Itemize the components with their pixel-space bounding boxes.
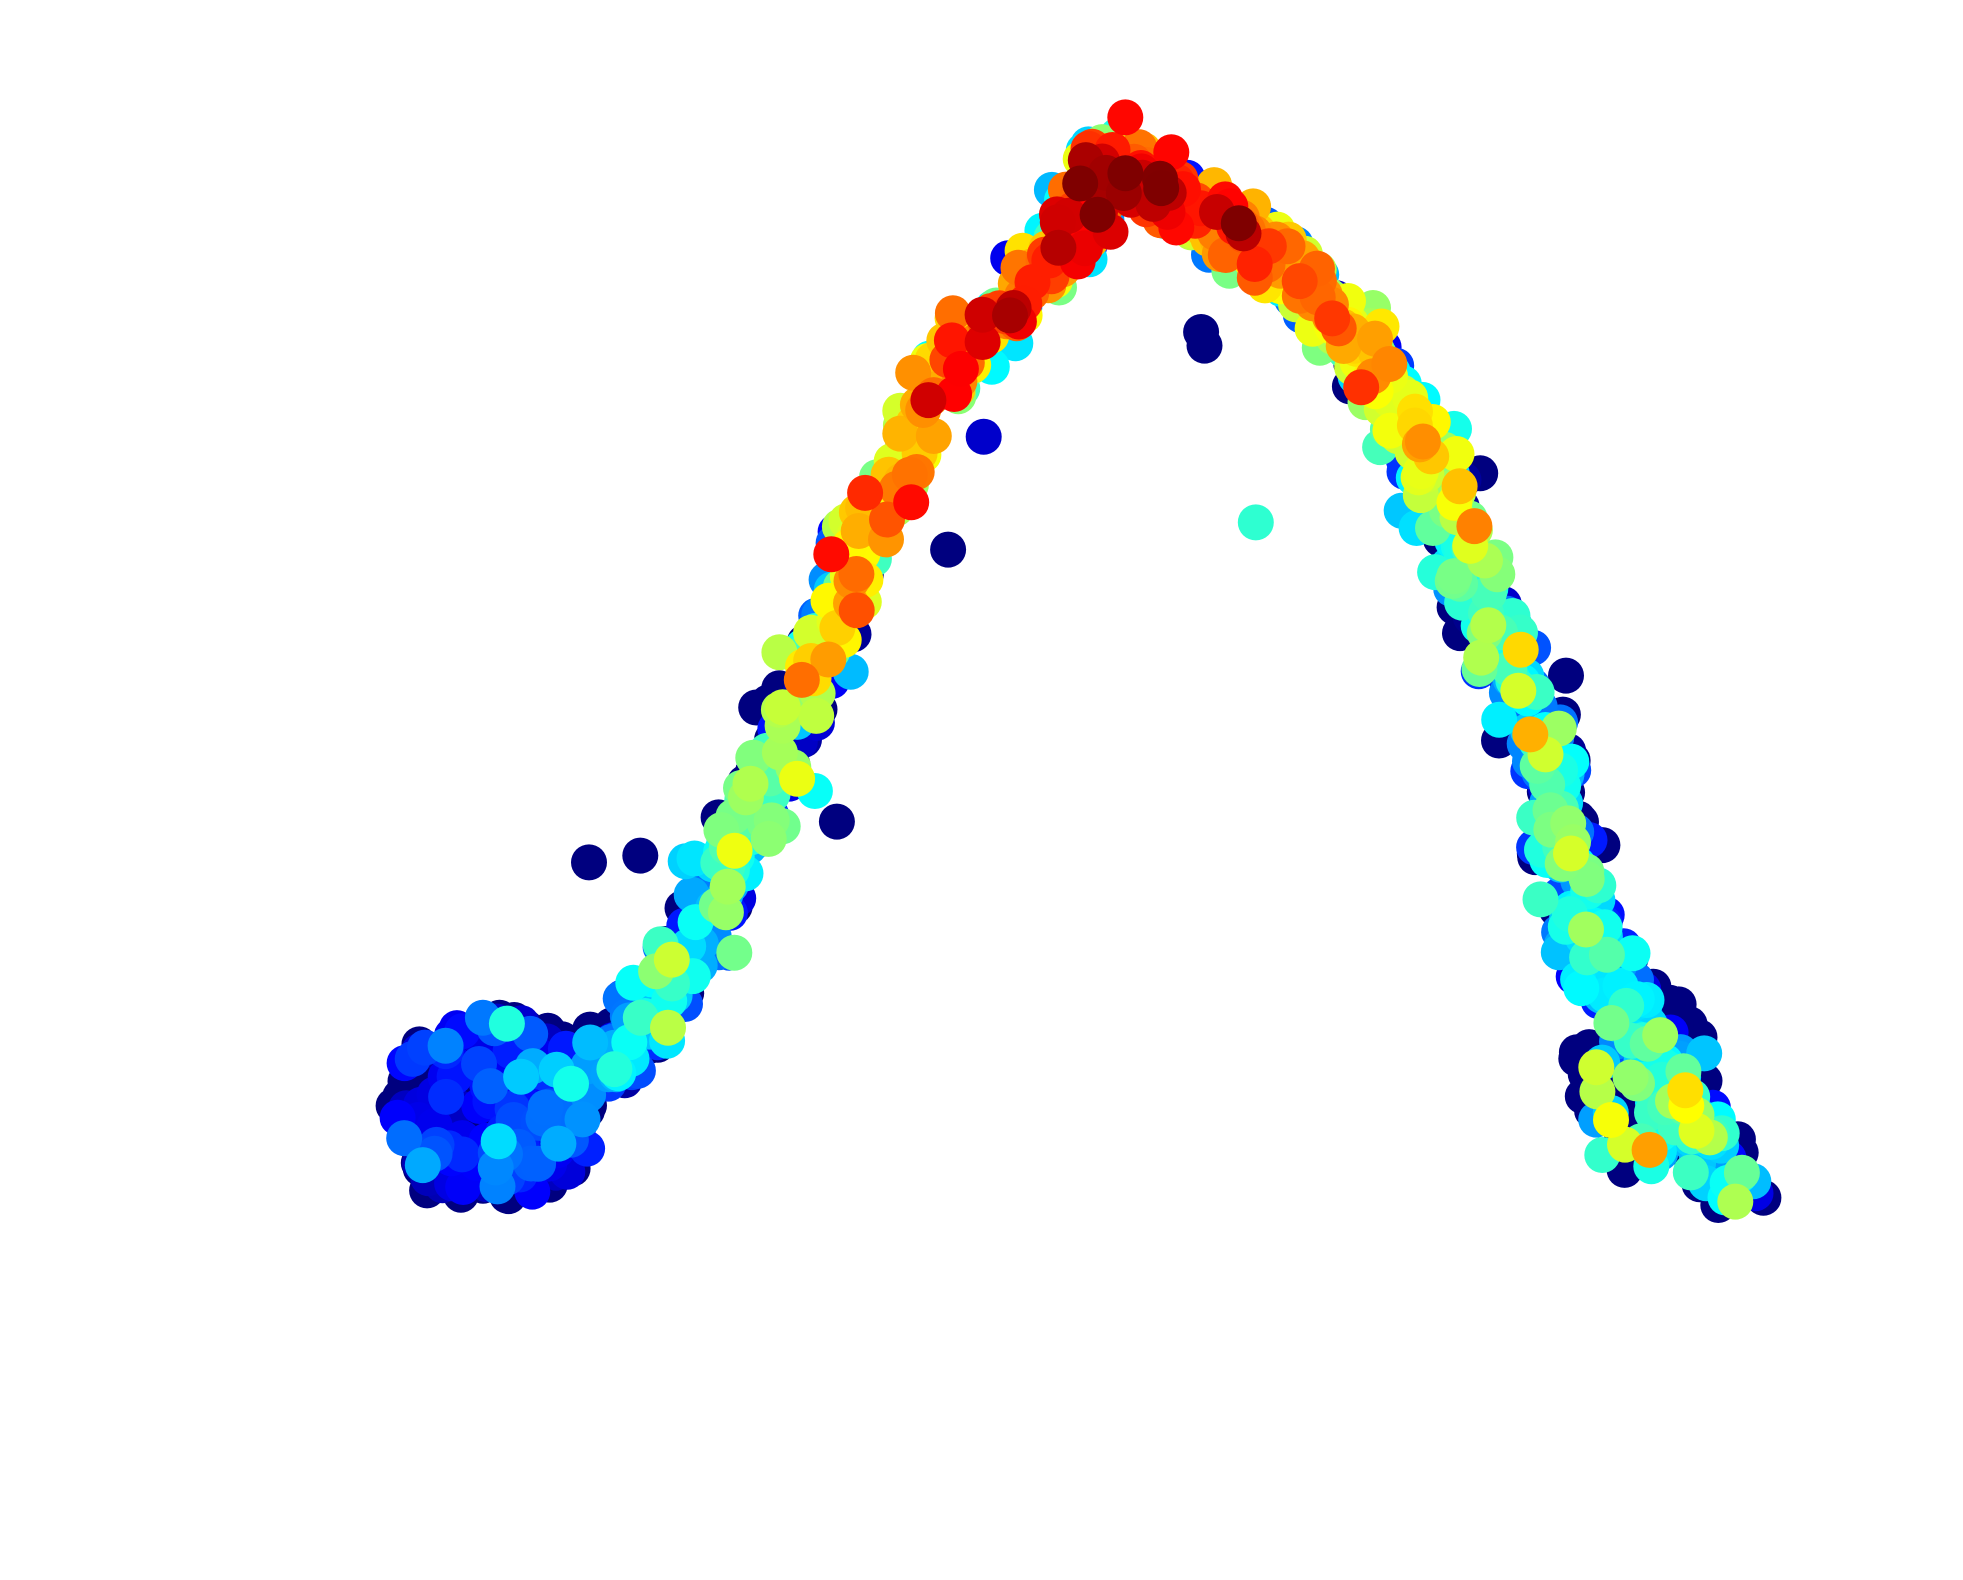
scatter-point [1040, 229, 1077, 266]
scatter-point [571, 844, 607, 881]
scatter-point [572, 1024, 609, 1061]
scatter-point [1066, 230, 1103, 267]
data-points [375, 99, 1782, 1223]
scatter-point [480, 1123, 517, 1160]
scatter-point [540, 1125, 577, 1162]
scatter-point [1522, 881, 1559, 918]
scatter-point [798, 697, 835, 734]
scatter-point [709, 868, 746, 905]
scatter-point [1107, 99, 1144, 136]
scatter-point [653, 941, 690, 978]
scatter-point [596, 1051, 633, 1088]
scatter-point [838, 556, 875, 592]
scatter-point [1441, 468, 1478, 505]
scatter-point [1553, 835, 1589, 872]
scatter-point [1548, 657, 1584, 694]
scatter-point [1642, 1017, 1679, 1054]
scatter-point [1281, 263, 1318, 300]
scatter-point [1404, 423, 1441, 460]
scatter-point [428, 1078, 465, 1115]
scatter-point [838, 592, 875, 629]
scatter-point [1502, 631, 1539, 668]
scatter-point [934, 295, 971, 332]
scatter-point [910, 382, 947, 419]
scatter-point [553, 1065, 589, 1102]
scatter-point [1593, 1102, 1629, 1138]
scatter-point [779, 760, 816, 797]
scatter-point [1463, 639, 1500, 676]
scatter-point [622, 999, 659, 1036]
scatter-point [427, 1027, 464, 1064]
scatter-point [527, 1089, 564, 1126]
scatter-point [1631, 1131, 1668, 1168]
scatter-point [1470, 607, 1507, 644]
scatter-point [1236, 246, 1273, 282]
scatter-point [404, 1147, 441, 1184]
scatter-point [750, 820, 787, 857]
scatter-point [1512, 716, 1549, 753]
scatter-point [764, 689, 801, 726]
scatter-point [1314, 300, 1351, 337]
scatter-point [472, 1068, 509, 1105]
scatter-point [1481, 701, 1518, 738]
scatter-point [965, 418, 1002, 455]
scatter-point [503, 1058, 540, 1095]
scatter-point [1107, 155, 1144, 192]
scatter-point [1717, 1183, 1754, 1220]
scatter-point [964, 324, 1001, 360]
scatter-point [964, 296, 1001, 333]
scatter-point [1079, 196, 1116, 233]
scatter-point [622, 837, 659, 874]
scatter-point [1612, 1059, 1649, 1096]
scatter-point [882, 415, 919, 452]
scatter-point [716, 832, 753, 869]
scatter-point [933, 322, 970, 359]
scatter-point [783, 661, 820, 698]
scatter-point [1578, 1049, 1615, 1086]
scatter-point [707, 894, 744, 931]
scatter-point [1062, 165, 1099, 202]
scatter-point [1588, 936, 1625, 973]
scatter-point [930, 531, 967, 568]
scatter-point [1436, 558, 1473, 595]
scatter-point [891, 456, 928, 493]
scatter-point [1568, 911, 1604, 948]
scatter-point [761, 734, 798, 771]
scatter-point [1039, 204, 1076, 241]
scatter-point [1723, 1154, 1760, 1191]
scatter-point [893, 484, 930, 521]
scatter-point [1183, 314, 1220, 350]
scatter-point [716, 934, 753, 971]
scatter-point [650, 1009, 686, 1046]
scatter-point [732, 765, 769, 802]
scatter-point [1563, 970, 1600, 1007]
scatter-point [477, 1149, 514, 1186]
scatter-point [1614, 935, 1651, 972]
scatter-point [488, 1005, 525, 1042]
scatter-point [1672, 1154, 1709, 1191]
scatter-point [840, 513, 877, 549]
scatter-point [1220, 205, 1257, 242]
scatter-point [1593, 1005, 1630, 1041]
scatter-point [1667, 1072, 1704, 1109]
scatter-point [818, 803, 855, 840]
scatter-point [1456, 508, 1493, 545]
scatter-point [847, 474, 884, 511]
scatter-point [942, 350, 979, 387]
scatter-point [1500, 672, 1537, 709]
scatter-point [813, 536, 850, 573]
scatter-point [386, 1120, 423, 1157]
scatter-point [992, 297, 1028, 334]
scatter-point [1237, 504, 1274, 541]
scatter-point [1371, 346, 1408, 382]
scatter-point [810, 641, 847, 678]
scatter-point [1143, 170, 1180, 207]
scatter-point [1343, 369, 1380, 406]
scatter-point [564, 1101, 601, 1138]
